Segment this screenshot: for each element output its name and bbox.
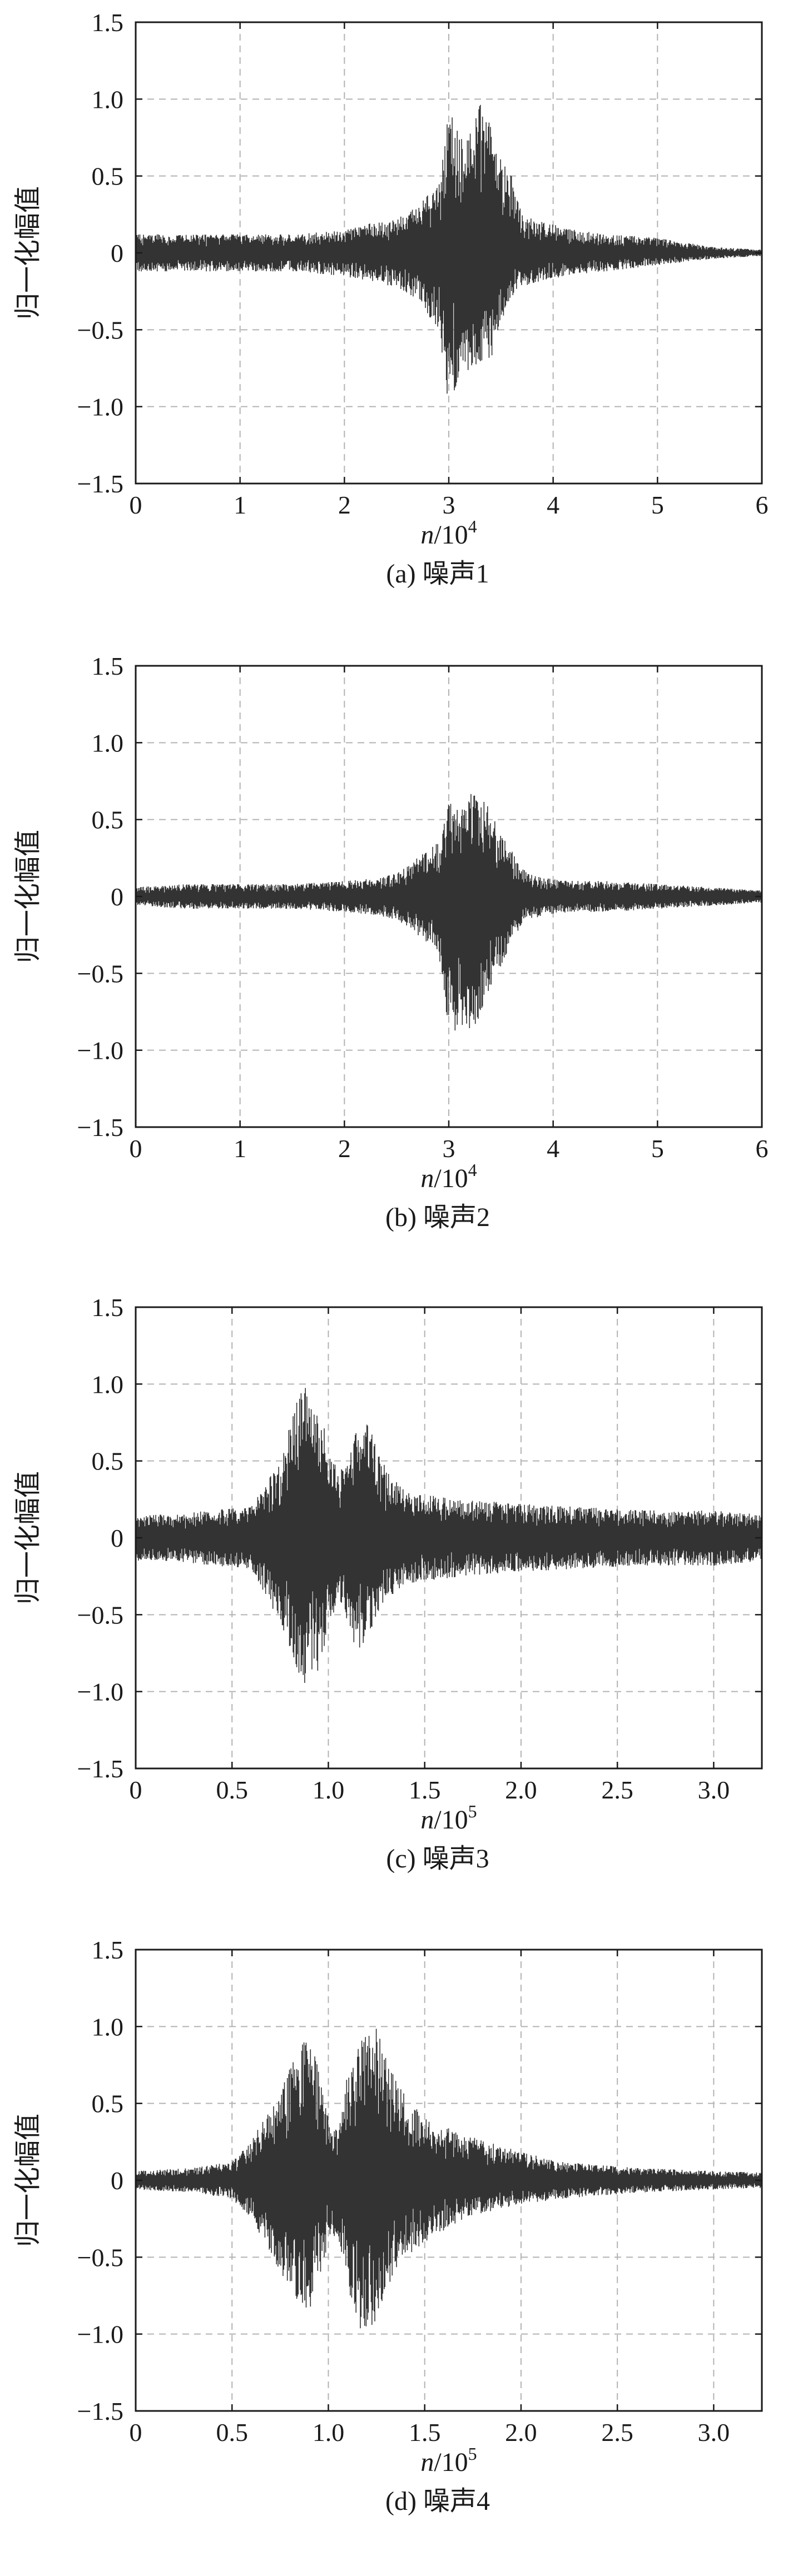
- signal-waveform: [136, 1388, 761, 1683]
- x-tick-label: 6: [756, 1134, 769, 1163]
- y-tick-label: 1.5: [92, 1293, 124, 1322]
- x-tick-label: 4: [547, 1134, 559, 1163]
- y-tick-label: 1.5: [92, 652, 124, 680]
- x-axis-label-var: n: [420, 1164, 434, 1193]
- y-tick-label: 1.0: [92, 729, 124, 757]
- chart-panel-2: 0 1 2 3 4 5 61.51.00.50−0.5−1.0−1.5归一化幅值n/104(…: [13, 652, 769, 1232]
- y-tick-label: 0: [111, 883, 123, 911]
- y-tick-label: −1.0: [77, 2320, 123, 2349]
- chart-panel-1: 0 1 2 3 4 5 61.51.00.50−0.5−1.0−1.5归一化幅值n/104(…: [13, 8, 769, 589]
- x-tick-label: 1.0: [313, 2418, 345, 2447]
- x-tick-label: 0: [130, 491, 142, 519]
- y-tick-label: 0: [111, 1524, 123, 1552]
- x-tick-label: 2.0: [505, 1776, 537, 1804]
- y-tick-label: −1.5: [77, 1755, 123, 1783]
- x-tick-label: 0: [130, 2418, 142, 2447]
- x-tick-label: 1.0: [313, 1776, 345, 1804]
- x-tick-label: 0: [130, 1776, 142, 1804]
- x-tick-label: 5: [651, 491, 664, 519]
- x-axis-label-exponent: 5: [468, 2444, 477, 2464]
- x-axis-label-var: n: [420, 1805, 434, 1835]
- x-axis-label-exponent: 4: [468, 516, 477, 536]
- signal-waveform: [136, 2029, 761, 2329]
- x-tick-label: 3: [443, 491, 455, 519]
- y-tick-label: 0.5: [92, 1447, 124, 1476]
- x-tick-label: 3.0: [698, 1776, 730, 1804]
- y-tick-label: 1.0: [92, 1370, 124, 1398]
- y-axis-label: 归一化幅值: [13, 830, 43, 963]
- y-tick-label: 1.0: [92, 2012, 124, 2041]
- x-tick-label: 1.5: [409, 1776, 441, 1804]
- x-tick-label: 2.0: [505, 2418, 537, 2447]
- x-axis-label: n/105: [420, 2444, 477, 2477]
- x-axis-label: n/104: [420, 516, 477, 550]
- x-axis-label: n/104: [420, 1160, 477, 1193]
- x-axis-label-base: /10: [434, 2448, 468, 2477]
- y-axis-label: 归一化幅值: [13, 1471, 43, 1605]
- x-tick-label: 0.5: [216, 1776, 248, 1804]
- y-tick-label: 0.5: [92, 806, 124, 834]
- x-tick-label: 1.5: [409, 2418, 441, 2447]
- y-tick-label: −1.5: [77, 1113, 123, 1142]
- x-axis-label-exponent: 4: [468, 1160, 477, 1180]
- y-tick-label: 0: [111, 2166, 123, 2195]
- x-axis-label-base: /10: [434, 520, 468, 550]
- y-tick-label: −0.5: [77, 1601, 123, 1629]
- panel-caption: (a) 噪声1: [386, 559, 489, 589]
- x-axis-label: n/105: [420, 1801, 477, 1835]
- x-tick-label: 3.0: [698, 2418, 730, 2447]
- chart-panel-4: 0 0.5 1.0 1.5 2.0 2.5 3.0 1.5 1.0 0.5 0 −0.5 −1.0 −1.…: [13, 1936, 763, 2516]
- x-axis-label-exponent: 5: [468, 1801, 477, 1821]
- x-tick-label: 6: [756, 491, 769, 519]
- y-tick-label: −1.0: [77, 393, 123, 421]
- y-tick-label: −0.5: [77, 959, 123, 988]
- x-axis-label-var: n: [420, 520, 434, 550]
- x-tick-label: 2.5: [601, 2418, 633, 2447]
- signal-waveform: [136, 104, 761, 394]
- y-tick-label: −0.5: [77, 316, 123, 344]
- x-axis-label-base: /10: [434, 1805, 468, 1835]
- y-tick-label: −1.5: [77, 470, 123, 498]
- x-tick-label: 2: [338, 1134, 351, 1163]
- y-tick-label: 0: [111, 239, 123, 267]
- y-tick-label: −1.0: [77, 1678, 123, 1706]
- x-tick-label: 2.5: [601, 1776, 633, 1804]
- x-tick-label: 1: [234, 1134, 246, 1163]
- y-tick-label: −1.5: [77, 2397, 123, 2425]
- panel-caption: (b) 噪声2: [385, 1203, 490, 1232]
- panel-caption: (d) 噪声4: [385, 2487, 490, 2516]
- y-tick-label: 1.5: [92, 8, 124, 37]
- y-tick-label: 0.5: [92, 162, 124, 191]
- x-tick-label: 3: [443, 1134, 455, 1163]
- y-axis-label: 归一化幅值: [13, 186, 43, 320]
- x-axis-label-var: n: [420, 2448, 434, 2477]
- x-tick-label: 4: [547, 491, 559, 519]
- y-tick-label: −1.0: [77, 1037, 123, 1065]
- y-tick-label: 1.5: [92, 1936, 124, 1964]
- panel-caption: (c) 噪声3: [386, 1844, 489, 1874]
- x-axis-label-base: /10: [434, 1164, 468, 1193]
- x-tick-label: 0: [130, 1134, 142, 1163]
- x-tick-label: 1: [234, 491, 246, 519]
- y-axis-label: 归一化幅值: [13, 2114, 43, 2247]
- chart-panel-3: 0 0.5 1.0 1.5 2.0 2.5 3.0 1.5 1.0 0.5 0 −0.5 −1.0 −1.…: [13, 1293, 763, 1874]
- y-tick-label: 0.5: [92, 2090, 124, 2118]
- x-tick-label: 0.5: [216, 2418, 248, 2447]
- x-tick-label: 2: [338, 491, 351, 519]
- x-tick-label: 5: [651, 1134, 664, 1163]
- signal-waveform: [136, 794, 761, 1031]
- y-tick-label: 1.0: [92, 85, 124, 113]
- y-tick-label: −0.5: [77, 2243, 123, 2271]
